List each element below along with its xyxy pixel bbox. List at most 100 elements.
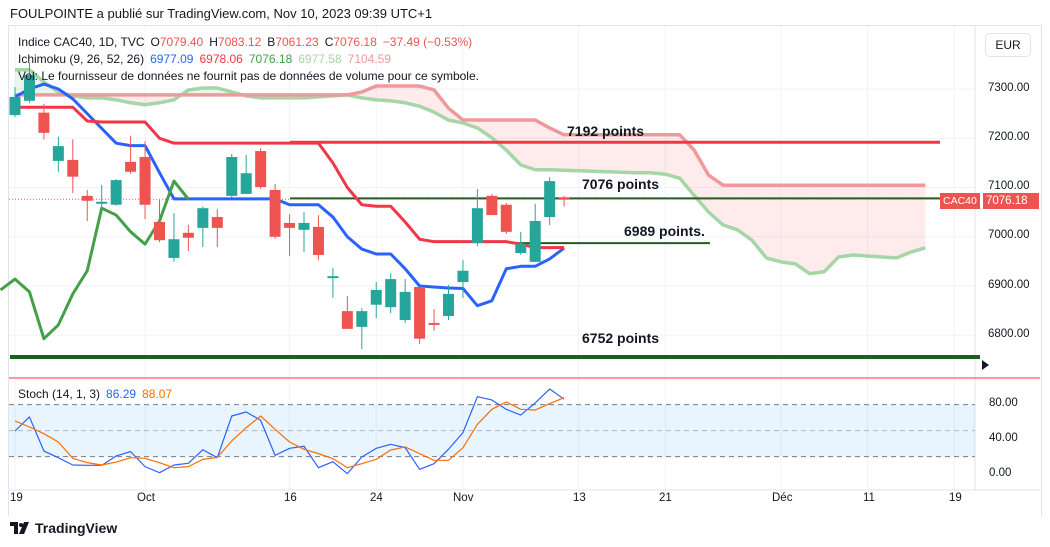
close-label: C [324, 35, 334, 49]
open-value: 7079.40 [159, 35, 204, 49]
candle-body [23, 75, 35, 101]
time-tick: Oct [137, 492, 155, 504]
close-value: 7076.18 [333, 35, 377, 49]
annotation-6752[interactable]: 6752 points [582, 330, 660, 346]
candle [443, 285, 454, 320]
cloud-segment [607, 134, 622, 173]
open-label: O [150, 35, 160, 49]
cloud-segment [809, 185, 825, 274]
price-tick: 7300.00 [988, 82, 1030, 94]
candle-body [298, 222, 310, 230]
candle-body [9, 96, 21, 116]
time-tick: 21 [659, 492, 672, 504]
cloud-segment [766, 185, 781, 262]
cloud-segment [910, 185, 926, 253]
candle-body [370, 289, 382, 305]
candle [399, 279, 411, 323]
candle [486, 193, 498, 216]
span-a-value: 6977.58 [298, 52, 342, 66]
time-tick: Déc [772, 492, 793, 504]
cloud-segment [564, 134, 579, 171]
candle [67, 139, 79, 193]
time-tick: 24 [370, 492, 383, 504]
stoch-d-value: 88.07 [142, 387, 173, 401]
annotation-7076[interactable]: 7076 points [582, 176, 660, 192]
tradingview-logo-icon [10, 522, 29, 534]
stoch-k-line [14, 388, 565, 475]
stoch-d-line [14, 397, 565, 469]
cloud-segment [896, 185, 911, 258]
arrow-right-icon [982, 360, 989, 370]
candle-body [125, 161, 137, 172]
stoch-tick: 0.00 [989, 467, 1012, 479]
candle [9, 87, 21, 118]
candle [110, 179, 122, 206]
time-tick: 11 [863, 492, 875, 504]
currency-button[interactable]: EUR [985, 33, 1031, 57]
stoch-tick: 40.00 [989, 432, 1018, 444]
candle [500, 202, 512, 234]
price-tick: 7000.00 [988, 229, 1030, 241]
candle [341, 295, 353, 329]
low-value: 7061.23 [275, 35, 319, 49]
volume-note: Vol: Le fournisseur de données ne fourni… [18, 69, 479, 83]
annotation-6989[interactable]: 6989 points. [624, 223, 705, 239]
symbol-name: Indice CAC40, 1D, TVC [18, 35, 145, 49]
price-tick: 7100.00 [988, 180, 1030, 192]
candle [125, 135, 137, 174]
stoch-legend[interactable]: Stoch (14, 1, 3) 86.29 88.07 [18, 387, 178, 401]
cloud-segment [636, 134, 651, 173]
cloud-segment [665, 134, 680, 179]
candle [255, 148, 267, 189]
candle [544, 177, 556, 225]
candle [269, 184, 281, 239]
price-tick: 6800.00 [988, 328, 1030, 340]
time-tick: Nov [453, 492, 474, 504]
candle-body [255, 151, 267, 188]
candle-body [428, 322, 440, 325]
cloud-segment [780, 185, 796, 264]
time-tick: 19 [10, 492, 23, 504]
cloud-segment [708, 175, 724, 225]
symbol-legend[interactable]: Indice CAC40, 1D, TVC O7079.40 H7083.12 B70… [18, 35, 478, 49]
time-tick: 19 [949, 492, 962, 504]
candle [168, 213, 180, 262]
candle-body [558, 197, 570, 200]
low-label: B [267, 35, 276, 49]
candle-body [269, 189, 281, 237]
candle [457, 259, 469, 298]
cloud-segment [751, 185, 767, 258]
symbol-price-label: CAC40 [940, 193, 980, 209]
stoch-k-value: 86.29 [106, 387, 137, 401]
candle-body [110, 180, 122, 205]
ichimoku-label: Ichimoku (9, 26, 52, 26) [18, 52, 145, 66]
ichimoku-legend[interactable]: Ichimoku (9, 26, 52, 26) 6977.09 6978.06 70… [18, 52, 397, 66]
candle-body [327, 276, 339, 279]
candle-body [67, 159, 79, 177]
candle [182, 224, 194, 252]
cloud-segment [405, 86, 420, 107]
cloud-segment [867, 185, 882, 257]
candle [298, 212, 310, 253]
annotation-7192[interactable]: 7192 points [567, 123, 645, 139]
cloud-segment [361, 86, 377, 100]
change-value: −37.49 (−0.53%) [382, 35, 473, 49]
tradingview-logo[interactable]: TradingView [10, 520, 117, 536]
candle-body [414, 286, 426, 339]
candle [312, 215, 324, 260]
candle [385, 273, 397, 314]
candle [240, 154, 252, 194]
candle-body [168, 239, 180, 258]
cloud-segment [390, 86, 406, 103]
candle-body [96, 201, 108, 204]
candle [414, 286, 426, 345]
publisher-header: FOULPOINTE a publié sur TradingView.com,… [10, 6, 433, 21]
cloud-segment [549, 127, 565, 171]
cloud-segment [694, 150, 709, 213]
candle-body [38, 112, 50, 133]
candle [515, 231, 527, 255]
cloud-segment [882, 185, 897, 258]
candle-body [486, 195, 498, 216]
cloud-segment [593, 134, 608, 172]
